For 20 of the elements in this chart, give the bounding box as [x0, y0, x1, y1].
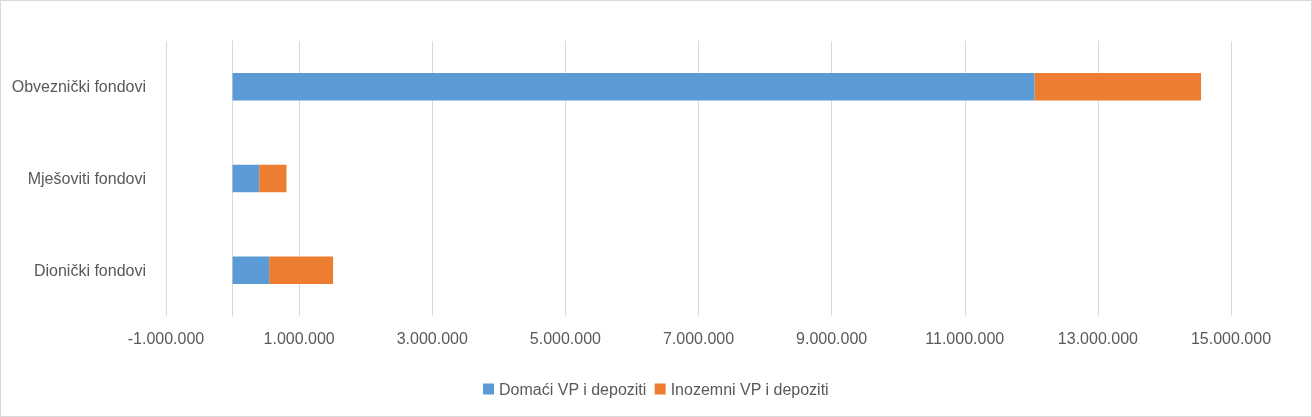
x-tick-label: 3.000.000: [396, 329, 468, 347]
y-tick-label: Obveznički fondovi: [11, 78, 146, 96]
x-tick-label: 11.000.000: [925, 329, 1005, 347]
bar: [232, 164, 260, 193]
bar: [259, 164, 287, 193]
x-tick-label: 1.000.000: [263, 329, 335, 347]
y-tick-label: Mješoviti fondovi: [27, 170, 146, 187]
x-tick-label: 7.000.000: [662, 329, 735, 347]
y-tick-label: Dionički fondovi: [33, 261, 146, 279]
bar: [1034, 73, 1202, 101]
x-tick-label: 9.000.000: [796, 329, 868, 347]
x-tick-label: 5.000.000: [529, 329, 602, 347]
legend-label: Domaći VP i depoziti: [499, 380, 647, 398]
bar: [232, 256, 270, 284]
legend-label: Inozemni VP i depoziti: [670, 380, 829, 398]
bar: [232, 73, 1035, 101]
bar: [269, 256, 334, 284]
x-tick-label: 13.000.000: [1057, 329, 1139, 347]
x-tick-label: 15.000.000: [1190, 329, 1272, 347]
x-tick-label: -1.000.000: [127, 329, 205, 347]
